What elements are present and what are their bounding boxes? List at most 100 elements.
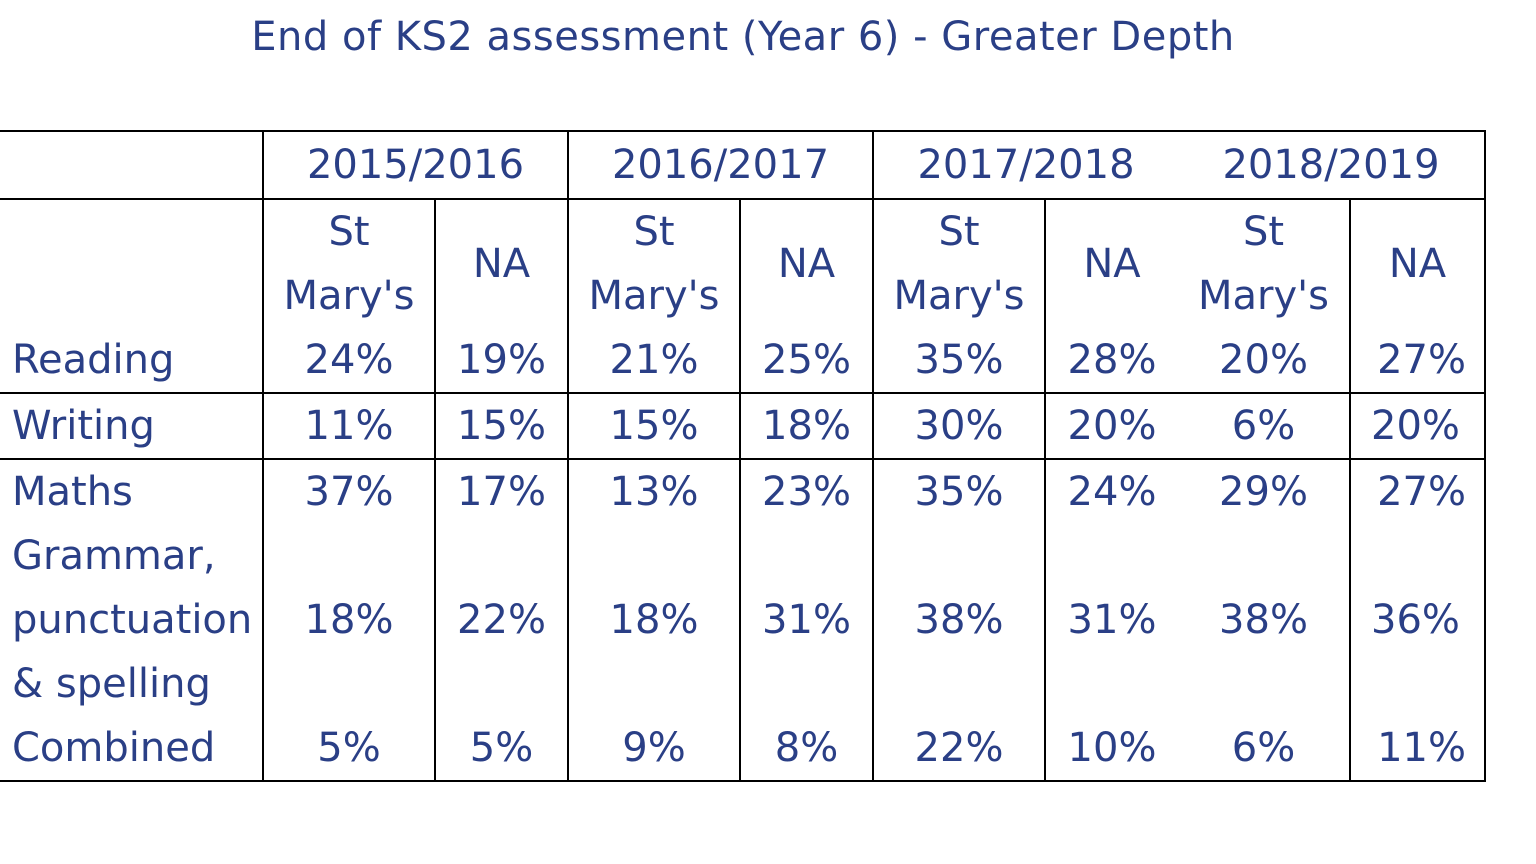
spacer	[264, 524, 434, 588]
spacer	[874, 652, 1044, 716]
combined-value: 9%	[622, 725, 686, 771]
reading-value: 20%	[1219, 337, 1308, 383]
reading-row: Reading St Mary's 24% NA 19% St Mary's 2…	[0, 199, 1486, 394]
spacer	[1046, 652, 1178, 716]
combined-value: 5%	[469, 725, 534, 771]
spacer	[1351, 652, 1484, 716]
writing-row: Writing 11% 15% 15% 18% 30% 20% 6% 20%	[0, 393, 1486, 460]
gps-value: 18%	[609, 597, 699, 643]
reading-cell-2017-2018-na: NA 28%	[1044, 199, 1178, 394]
writing-value: 15%	[567, 393, 740, 460]
year-header-row: 2015/2016 2016/2017 2017/2018 2018/2019	[0, 130, 1486, 200]
gps-value: 36%	[1371, 597, 1460, 643]
maths-value: 17%	[457, 469, 546, 515]
block-cell-2015-2016-st-marys: 37% 18% 5%	[262, 459, 435, 782]
reading-cell-2018-2019-st-marys: St Mary's 20%	[1178, 199, 1350, 394]
spacer	[264, 652, 434, 716]
spacer	[741, 524, 872, 588]
reading-cell-2015-2016-na: NA 19%	[434, 199, 568, 394]
block-cell-2018-2019-na: 27% 36% 11%	[1349, 459, 1486, 782]
col-header-st: St	[1242, 209, 1285, 255]
row-label-gps-line1: Grammar,	[12, 533, 216, 579]
combined-value: 10%	[1067, 725, 1157, 771]
col-header-st: St	[633, 209, 675, 255]
block-cell-2017-2018-st-marys: 35% 38% 22%	[872, 459, 1045, 782]
col-header-marys: Mary's	[283, 273, 415, 319]
maths-value: 23%	[762, 469, 851, 515]
col-header-marys: Mary's	[893, 273, 1025, 319]
gps-value: 31%	[762, 597, 851, 643]
reading-value: 19%	[457, 337, 546, 383]
col-header-na: NA	[777, 241, 836, 287]
block-cell-2015-2016-na: 17% 22% 5%	[434, 459, 568, 782]
reading-value: 24%	[304, 337, 394, 383]
row-label-combined: Combined	[12, 725, 216, 771]
page-title: End of KS2 assessment (Year 6) - Greater…	[251, 14, 1235, 60]
spacer	[1178, 524, 1349, 588]
maths-value: 29%	[1219, 469, 1308, 515]
reading-cell-2016-2017-st-marys: St Mary's 21%	[567, 199, 740, 394]
combined-value: 11%	[1377, 725, 1466, 771]
spacer	[569, 524, 739, 588]
reading-value: 21%	[609, 337, 699, 383]
spacer	[436, 524, 567, 588]
year-header-2015-2016: 2015/2016	[262, 130, 568, 200]
col-header-marys: Mary's	[1198, 273, 1329, 319]
row-label-maths: Maths	[12, 469, 133, 515]
gps-value: 31%	[1067, 597, 1157, 643]
combined-value: 22%	[914, 725, 1004, 771]
writing-value: 30%	[872, 393, 1045, 460]
block-cell-2016-2017-st-marys: 13% 18% 9%	[567, 459, 740, 782]
gps-value: 18%	[304, 597, 394, 643]
block-cell-2017-2018-na: 24% 31% 10%	[1044, 459, 1178, 782]
maths-value: 24%	[1067, 469, 1157, 515]
row-labels-block: Maths Grammar, punctuation & spelling Co…	[0, 459, 263, 782]
col-header-st: St	[938, 209, 980, 255]
maths-value: 13%	[609, 469, 699, 515]
spacer	[1046, 524, 1178, 588]
writing-value: 18%	[739, 393, 873, 460]
gps-value: 22%	[457, 597, 546, 643]
col-header-marys: Mary's	[588, 273, 720, 319]
maths-value: 35%	[914, 469, 1004, 515]
block-cell-2018-2019-st-marys: 29% 38% 6%	[1178, 459, 1350, 782]
reading-cell-2018-2019-na: NA 27%	[1349, 199, 1486, 394]
col-header-na: NA	[472, 241, 531, 287]
row-label-reading: Reading	[0, 199, 263, 394]
spacer	[436, 652, 567, 716]
spacer	[569, 652, 739, 716]
row-label-writing: Writing	[0, 393, 263, 460]
writing-value: 20%	[1349, 393, 1486, 460]
reading-cell-2015-2016-st-marys: St Mary's 24%	[262, 199, 435, 394]
results-table: 2015/2016 2016/2017 2017/2018 2018/2019 …	[0, 130, 1486, 782]
spacer	[1351, 524, 1484, 588]
maths-value: 37%	[304, 469, 394, 515]
row-label-gps-line2: punctuation	[12, 597, 253, 643]
writing-value: 20%	[1044, 393, 1178, 460]
corner-cell	[0, 130, 263, 200]
combined-value: 8%	[774, 725, 839, 771]
reading-value: 28%	[1067, 337, 1157, 383]
gps-value: 38%	[914, 597, 1004, 643]
spacer	[874, 524, 1044, 588]
maths-gps-combined-row: Maths Grammar, punctuation & spelling Co…	[0, 459, 1486, 782]
spacer	[1178, 652, 1349, 716]
combined-value: 5%	[317, 725, 381, 771]
reading-value: 25%	[762, 337, 851, 383]
col-header-na: NA	[1083, 241, 1141, 287]
combined-value: 6%	[1231, 725, 1296, 771]
writing-value: 6%	[1178, 393, 1350, 460]
reading-value: 27%	[1377, 337, 1466, 383]
col-header-na: NA	[1388, 241, 1447, 287]
year-header-2017-2018: 2017/2018	[872, 130, 1178, 200]
writing-value: 11%	[262, 393, 435, 460]
col-header-st: St	[328, 209, 370, 255]
reading-cell-2016-2017-na: NA 25%	[739, 199, 873, 394]
row-label-gps-line3: & spelling	[12, 661, 211, 707]
reading-cell-2017-2018-st-marys: St Mary's 35%	[872, 199, 1045, 394]
spacer	[741, 652, 872, 716]
reading-label: Reading	[12, 337, 175, 383]
writing-value: 15%	[434, 393, 568, 460]
block-cell-2016-2017-na: 23% 31% 8%	[739, 459, 873, 782]
gps-value: 38%	[1219, 597, 1308, 643]
